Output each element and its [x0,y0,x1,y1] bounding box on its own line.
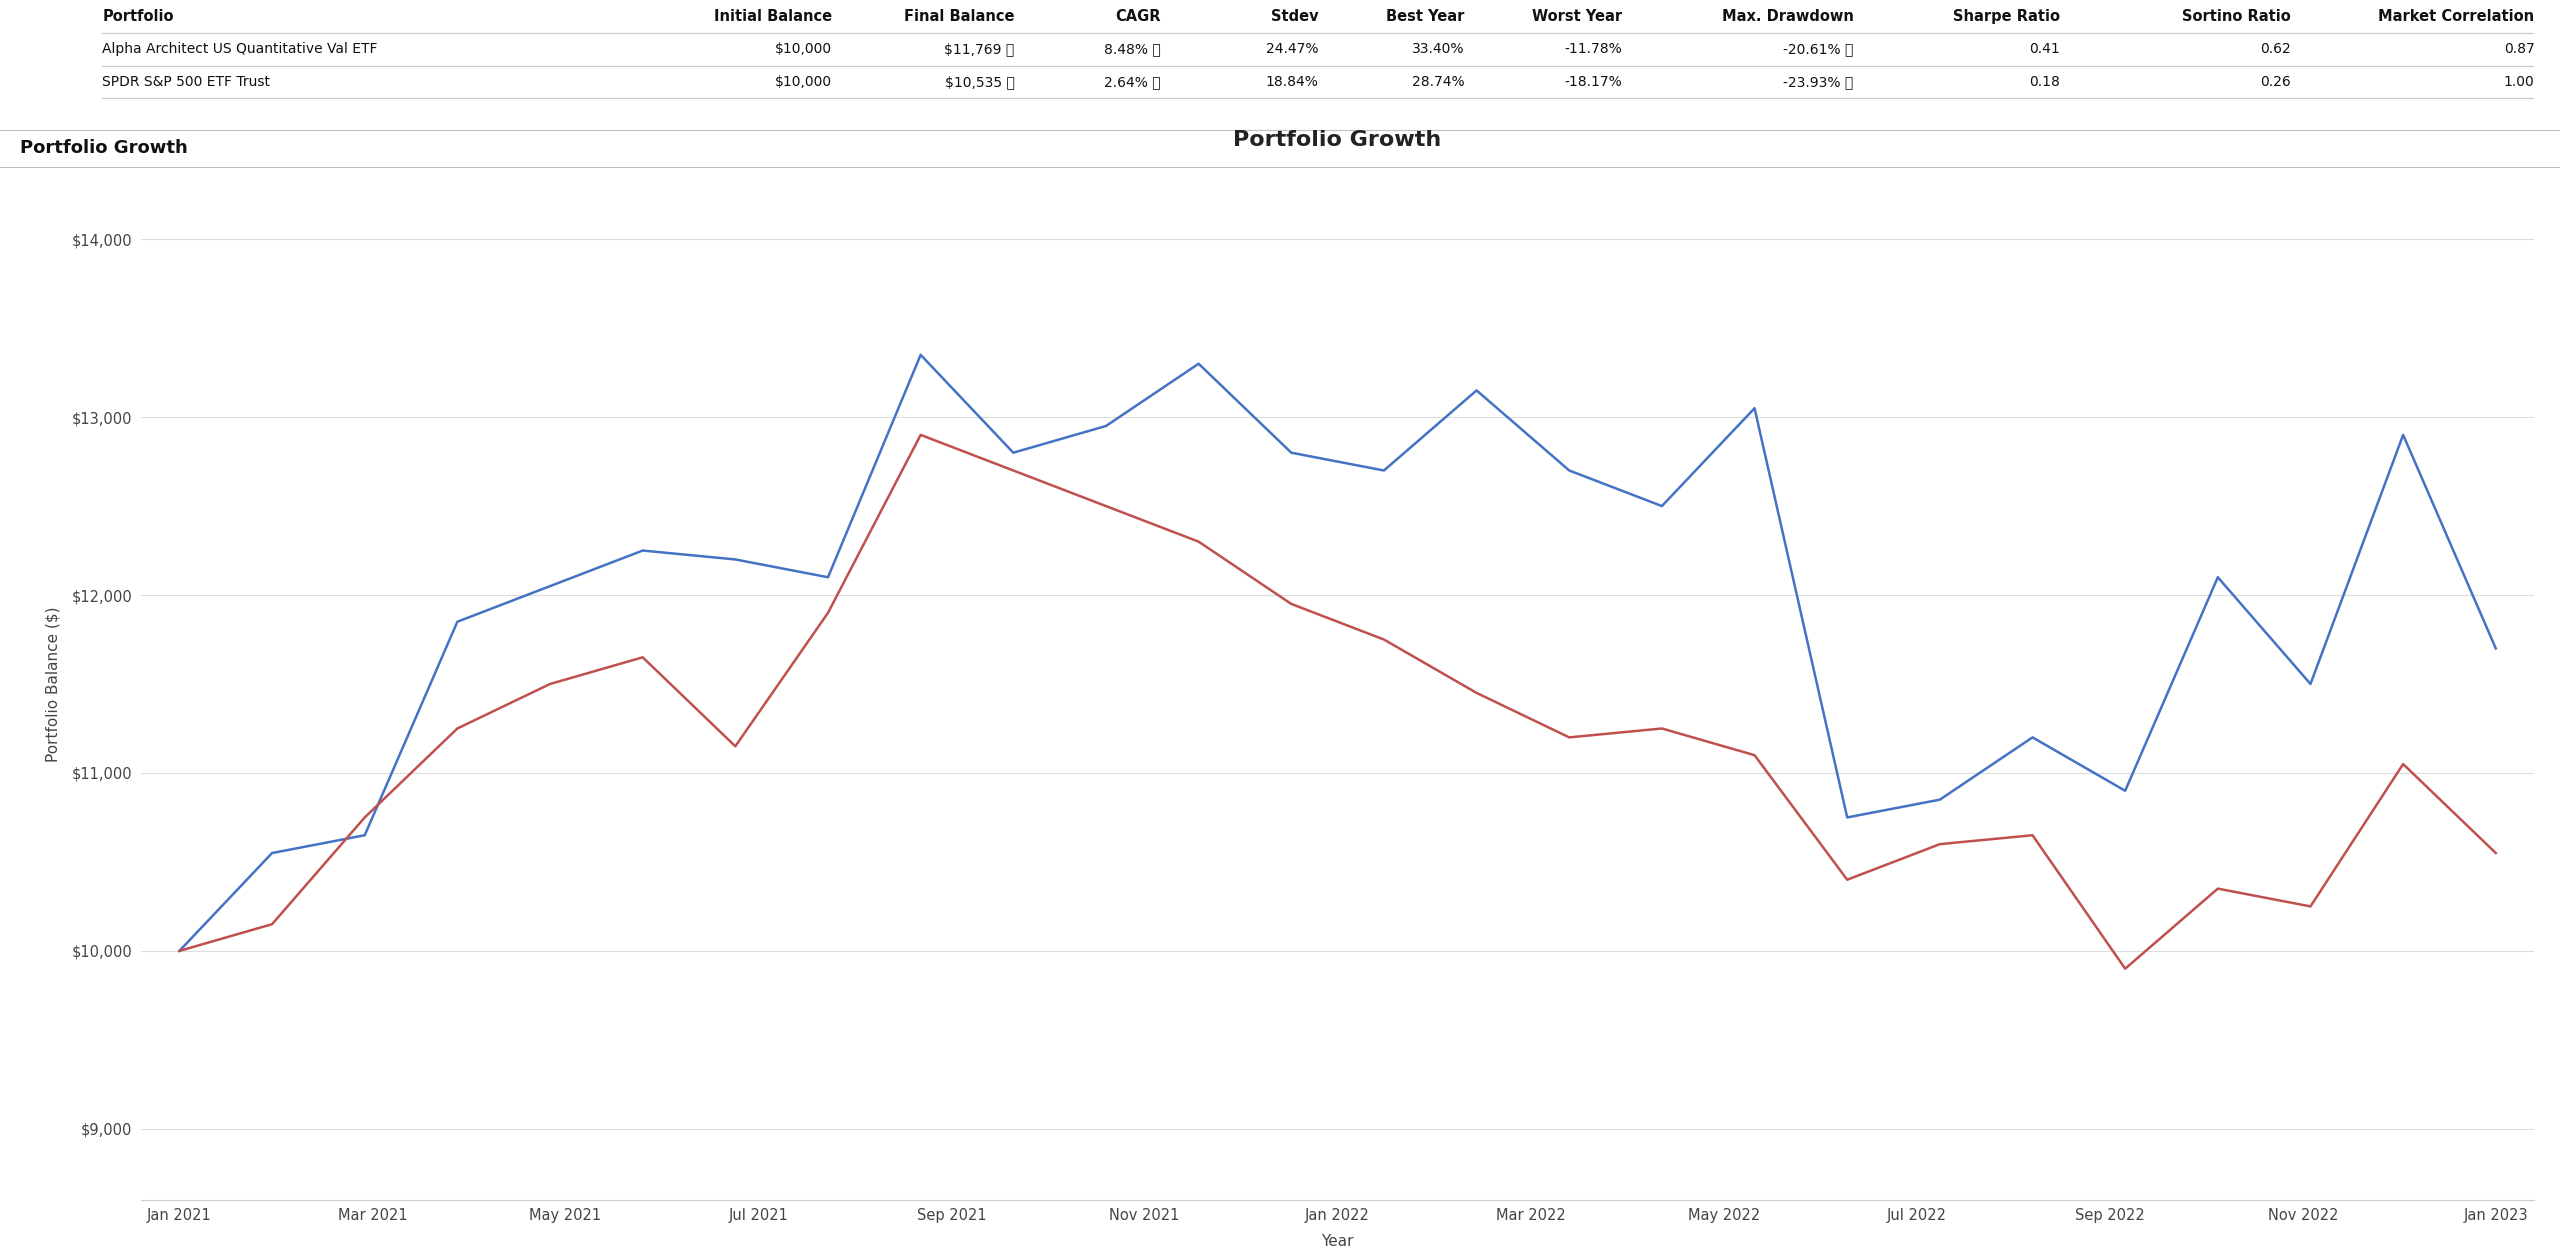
Text: -18.17%: -18.17% [1564,75,1623,90]
Text: 33.40%: 33.40% [1411,42,1464,56]
Text: Portfolio: Portfolio [102,9,174,24]
Text: Final Balance: Final Balance [904,9,1014,24]
Text: Alpha Architect US Quantitative Val ETF: Alpha Architect US Quantitative Val ETF [102,42,379,56]
Text: 0.62: 0.62 [2260,42,2291,56]
Text: Portfolio Growth: Portfolio Growth [20,138,189,157]
Text: 28.74%: 28.74% [1411,75,1464,90]
Text: SPDR S&P 500 ETF Trust: SPDR S&P 500 ETF Trust [102,75,271,90]
Text: 0.26: 0.26 [2260,75,2291,90]
Text: -11.78%: -11.78% [1564,42,1623,56]
Text: Worst Year: Worst Year [1533,9,1623,24]
Text: Sharpe Ratio: Sharpe Ratio [1953,9,2061,24]
Text: -20.61% ⓘ: -20.61% ⓘ [1784,42,1853,56]
Text: 1.00: 1.00 [2504,75,2534,90]
Text: $10,000: $10,000 [776,75,832,90]
Text: Market Correlation: Market Correlation [2378,9,2534,24]
Text: 0.18: 0.18 [2030,75,2061,90]
X-axis label: Year: Year [1321,1235,1354,1247]
Y-axis label: Portfolio Balance ($): Portfolio Balance ($) [46,606,61,762]
Text: Sortino Ratio: Sortino Ratio [2184,9,2291,24]
Text: $10,535 ⓘ: $10,535 ⓘ [945,75,1014,90]
Text: Max. Drawdown: Max. Drawdown [1720,9,1853,24]
Text: Best Year: Best Year [1385,9,1464,24]
Text: CAGR: CAGR [1114,9,1160,24]
Text: Stdev: Stdev [1270,9,1318,24]
Text: $11,769 ⓘ: $11,769 ⓘ [945,42,1014,56]
Text: 0.87: 0.87 [2504,42,2534,56]
Text: $10,000: $10,000 [776,42,832,56]
Text: -23.93% ⓘ: -23.93% ⓘ [1784,75,1853,90]
Text: 2.64% ⓘ: 2.64% ⓘ [1103,75,1160,90]
Text: 18.84%: 18.84% [1265,75,1318,90]
Title: Portfolio Growth: Portfolio Growth [1234,130,1441,150]
Text: Initial Balance: Initial Balance [714,9,832,24]
Text: 0.41: 0.41 [2030,42,2061,56]
Text: 24.47%: 24.47% [1265,42,1318,56]
Text: 8.48% ⓘ: 8.48% ⓘ [1103,42,1160,56]
